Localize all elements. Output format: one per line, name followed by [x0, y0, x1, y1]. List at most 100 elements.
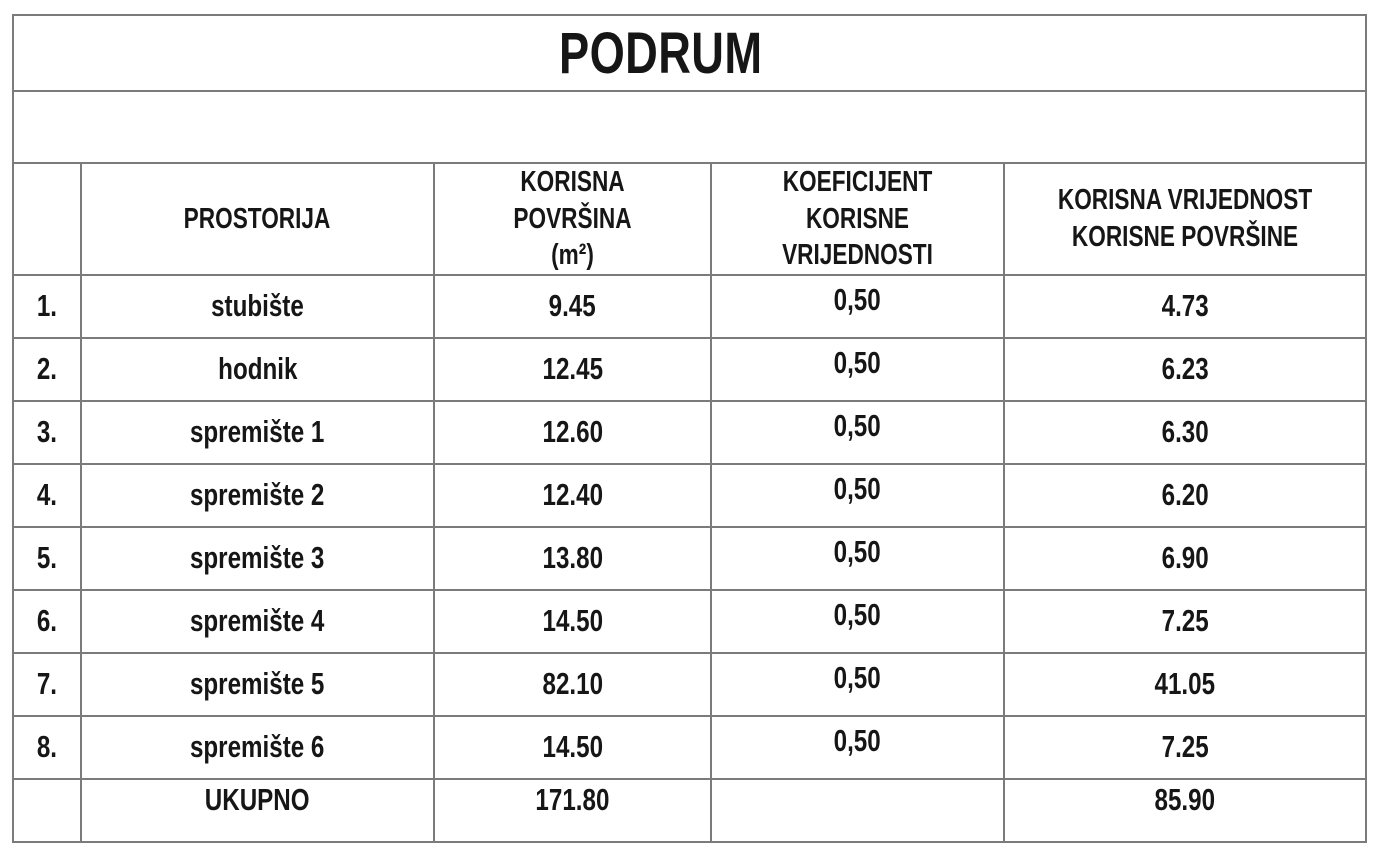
- value-cell: 4.73: [1002, 273, 1368, 339]
- table-row: 2. hodnik 12.45 0,50 6.23: [12, 336, 1368, 402]
- page-title: PODRUM: [559, 20, 763, 86]
- area-cell: 82.10: [433, 651, 712, 717]
- prostorija-value: spremište 4: [190, 603, 325, 639]
- header-korisna-vrijednost-cell: KORISNA VRIJEDNOST KORISNE POVRŠINE: [1002, 162, 1368, 276]
- area-cell: 9.45: [433, 273, 712, 339]
- prostorija-cell: stubište: [80, 273, 435, 339]
- coef-value: 0,50: [833, 345, 882, 381]
- area-value: 82.10: [542, 666, 603, 702]
- area-value: 12.45: [542, 351, 603, 387]
- coef-cell: 0,50: [710, 462, 1005, 528]
- coef-cell: 0,50: [710, 399, 1005, 465]
- row-number-cell: 8.: [12, 714, 82, 780]
- table-row: 4. spremište 2 12.40 0,50 6.20: [12, 462, 1368, 528]
- header-koeficijent-cell: KOEFICIJENT KORISNE VRIJEDNOSTI: [710, 162, 1005, 276]
- header-koeficijent-label: KOEFICIJENT KORISNE VRIJEDNOSTI: [782, 166, 933, 272]
- coef-cell: 0,50: [710, 525, 1005, 591]
- prostorija-value: stubište: [211, 288, 304, 324]
- table-row: 5. spremište 3 13.80 0,50 6.90: [12, 525, 1368, 591]
- area-cell: 12.40: [433, 462, 712, 528]
- row-number-cell: 3.: [12, 399, 82, 465]
- prostorija-cell: hodnik: [80, 336, 435, 402]
- value-value: 7.25: [1161, 603, 1209, 639]
- total-value-cell: 85.90: [1002, 777, 1368, 843]
- prostorija-cell: spremište 5: [80, 651, 435, 717]
- coef-cell: 0,50: [710, 336, 1005, 402]
- header-prostorija-cell: PROSTORIJA: [80, 162, 435, 276]
- row-number-cell: 4.: [12, 462, 82, 528]
- prostorija-value: spremište 5: [190, 666, 325, 702]
- coef-cell: 0,50: [710, 714, 1005, 780]
- area-cell: 12.60: [433, 399, 712, 465]
- table-title-cell: PODRUM: [11, 14, 1368, 92]
- value-value: 6.23: [1161, 351, 1209, 387]
- row-number: 8.: [36, 729, 58, 765]
- row-number: 5.: [36, 540, 58, 576]
- row-number: 6.: [36, 603, 58, 639]
- coef-value: 0,50: [833, 471, 882, 507]
- row-number: 7.: [36, 666, 58, 702]
- row-number-cell: 7.: [12, 651, 82, 717]
- area-value: 12.40: [542, 477, 603, 513]
- total-value-value: 85.90: [1154, 781, 1216, 817]
- value-cell: 6.90: [1002, 525, 1368, 591]
- header-korisna-povrsina-label: KORISNA POVRŠINA (m²): [513, 166, 632, 272]
- area-value: 14.50: [542, 603, 603, 639]
- prostorija-value: spremište 1: [190, 414, 325, 450]
- area-value: 9.45: [548, 288, 597, 324]
- table-row: 7. spremište 5 82.10 0,50 41.05: [12, 651, 1368, 717]
- value-value: 6.90: [1161, 540, 1209, 576]
- area-value: 14.50: [542, 729, 603, 765]
- total-row: UKUPNO 171.80 85.90: [12, 777, 1368, 843]
- table-row: 1. stubište 9.45 0,50 4.73: [12, 273, 1368, 339]
- table-row: 3. spremište 1 12.60 0,50 6.30: [12, 399, 1368, 465]
- spacer-row: [11, 90, 1368, 164]
- document-page: PODRUM PROSTORIJA KORISNA POVRŠINA (m²) …: [0, 14, 1376, 853]
- header-korisna-vrijednost-label: KORISNA VRIJEDNOST KORISNE POVRŠINE: [1057, 184, 1313, 253]
- table-row: 8. spremište 6 14.50 0,50 7.25: [12, 714, 1368, 780]
- total-label: UKUPNO: [205, 781, 310, 817]
- value-value: 6.30: [1161, 414, 1209, 450]
- coef-value: 0,50: [833, 408, 882, 444]
- area-cell: 13.80: [433, 525, 712, 591]
- prostorija-cell: spremište 3: [80, 525, 435, 591]
- row-number-cell: 2.: [12, 336, 82, 402]
- value-value: 41.05: [1154, 666, 1216, 702]
- area-value: 12.60: [542, 414, 603, 450]
- coef-cell: 0,50: [710, 651, 1005, 717]
- area-cell: 14.50: [433, 588, 712, 654]
- coef-value: 0,50: [833, 660, 882, 696]
- prostorija-value: spremište 2: [190, 477, 325, 513]
- value-cell: 6.30: [1002, 399, 1368, 465]
- prostorija-cell: spremište 4: [80, 588, 435, 654]
- podrum-table: PODRUM PROSTORIJA KORISNA POVRŠINA (m²) …: [11, 14, 1368, 843]
- row-number: 1.: [36, 288, 58, 324]
- area-cell: 14.50: [433, 714, 712, 780]
- coef-value: 0,50: [833, 597, 882, 633]
- value-cell: 41.05: [1002, 651, 1368, 717]
- total-label-cell: UKUPNO: [80, 777, 435, 843]
- spacer-cell: [11, 90, 1368, 164]
- row-number: 4.: [36, 477, 58, 513]
- header-index-cell: [12, 162, 82, 276]
- row-number-cell: 1.: [12, 273, 82, 339]
- total-coef-cell: [710, 777, 1005, 843]
- value-cell: 7.25: [1002, 714, 1368, 780]
- row-number: 2.: [36, 351, 58, 387]
- table-row: 6. spremište 4 14.50 0,50 7.25: [12, 588, 1368, 654]
- prostorija-cell: spremište 6: [80, 714, 435, 780]
- total-number-cell: [12, 777, 82, 843]
- header-row: PROSTORIJA KORISNA POVRŠINA (m²) KOEFICI…: [12, 162, 1368, 276]
- value-value: 4.73: [1161, 288, 1209, 324]
- row-number: 3.: [36, 414, 58, 450]
- coef-value: 0,50: [833, 282, 882, 318]
- value-cell: 6.20: [1002, 462, 1368, 528]
- value-value: 7.25: [1161, 729, 1209, 765]
- area-value: 13.80: [542, 540, 603, 576]
- title-row: PODRUM: [11, 14, 1368, 92]
- value-value: 6.20: [1161, 477, 1209, 513]
- value-cell: 7.25: [1002, 588, 1368, 654]
- row-number-cell: 5.: [12, 525, 82, 591]
- total-area-cell: 171.80: [433, 777, 712, 843]
- coef-value: 0,50: [833, 534, 882, 570]
